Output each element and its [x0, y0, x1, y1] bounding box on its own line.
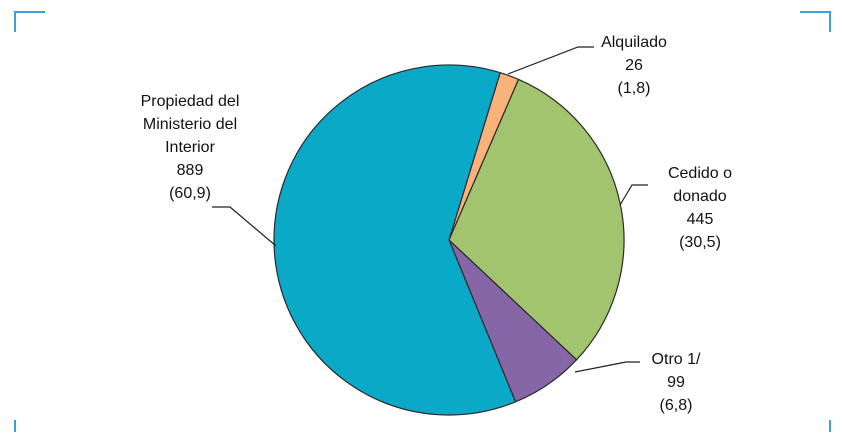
leader-line [619, 184, 648, 206]
count-label: 99 [667, 374, 685, 391]
frame [14, 11, 831, 432]
percentage-label: (6,8) [659, 397, 693, 414]
leader-line [574, 361, 640, 373]
category-label: Propiedad del Ministerio del Interior [140, 93, 240, 156]
frame-corner [800, 11, 831, 32]
slice-label: Otro 1/99 (6,8) [626, 348, 726, 417]
count-label: 445 [686, 211, 714, 228]
count-label: 889 [176, 162, 204, 179]
leader-lines [212, 46, 648, 373]
percentage-label: (30,5) [679, 234, 721, 251]
percentage-label: (1,8) [617, 80, 651, 97]
category-label: Cedido o donado [667, 165, 733, 205]
frame-corner [14, 11, 45, 32]
pie [273, 64, 625, 416]
category-label: Otro 1/ [651, 351, 701, 368]
slice-label: Propiedad del Ministerio del Interior 889… [130, 90, 250, 205]
category-label: Alquilado [601, 34, 667, 51]
count-label: 26 [625, 57, 643, 74]
slice-label: Alquilado 26 (1,8) [584, 31, 684, 100]
leader-line [507, 46, 594, 75]
pie-slice [273, 64, 517, 416]
slice-label: Cedido o donado 445 (30,5) [660, 162, 740, 254]
leader-line [212, 206, 277, 247]
percentage-label: (60,9) [169, 185, 211, 202]
